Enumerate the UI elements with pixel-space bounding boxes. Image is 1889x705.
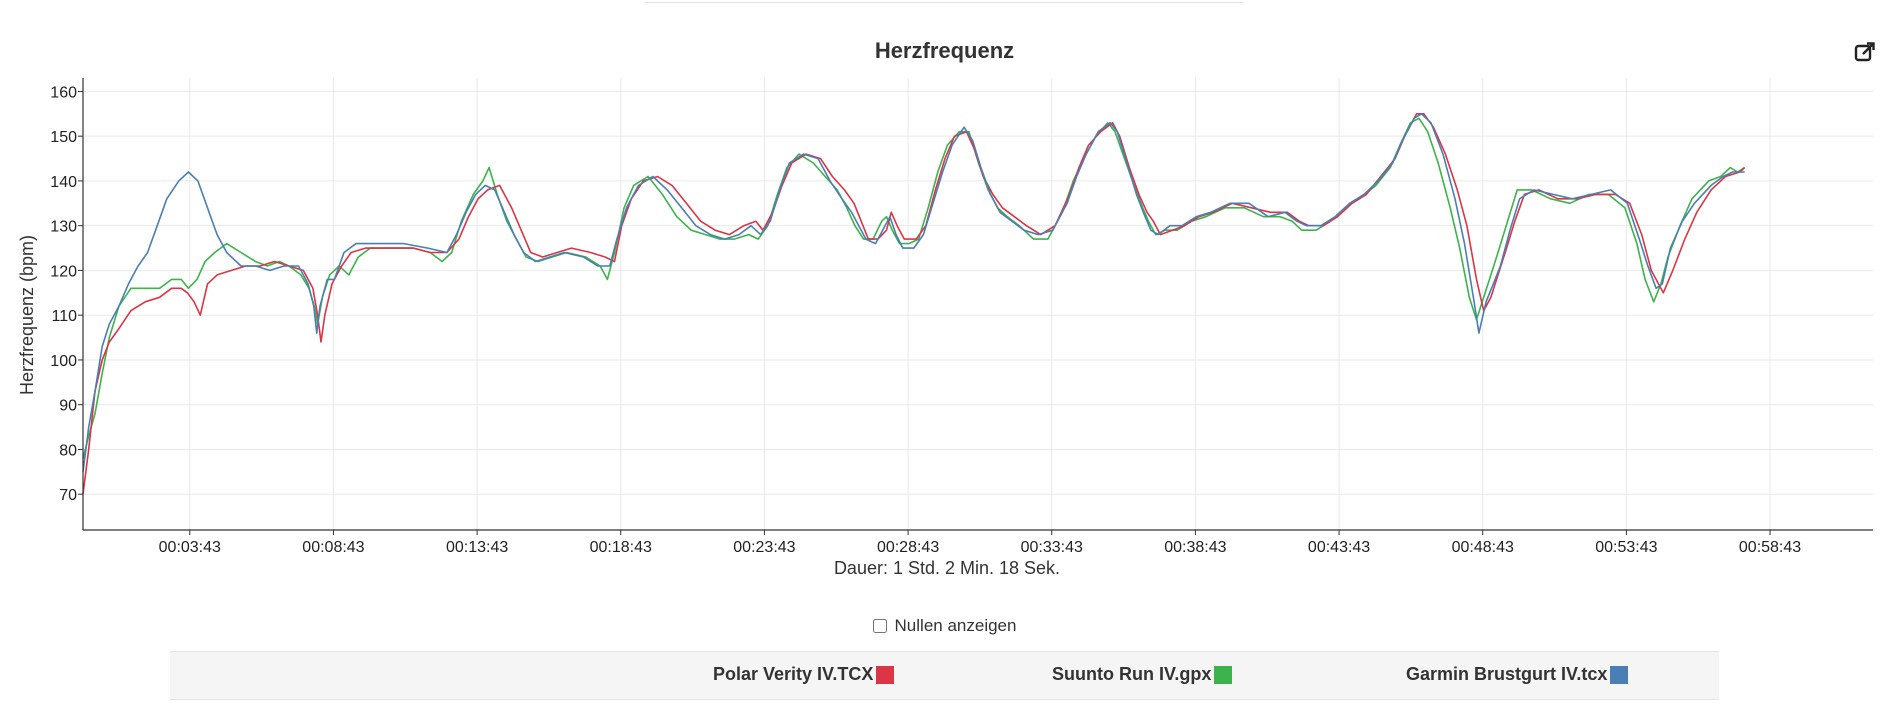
chart-legend: Polar Verity IV.TCX Suunto Run IV.gpx Ga… <box>170 651 1719 700</box>
legend-swatch <box>1610 665 1629 684</box>
legend-swatch <box>876 665 895 684</box>
show-zeros-row: Nullen anzeigen <box>0 616 1889 638</box>
legend-swatch <box>1214 665 1233 684</box>
y-tick-label: 130 <box>50 219 77 236</box>
series-line-0 <box>82 113 1746 495</box>
legend-item-polar[interactable]: Polar Verity IV.TCX <box>713 664 895 685</box>
x-axis-title: Dauer: 1 Std. 2 Min. 18 Sek. <box>834 558 1060 578</box>
y-tick-label: 110 <box>51 308 77 325</box>
chart-series <box>82 113 1746 495</box>
legend-label: Polar Verity IV.TCX <box>713 664 874 684</box>
y-tick-label: 140 <box>50 174 77 191</box>
legend-item-suunto[interactable]: Suunto Run IV.gpx <box>1052 664 1233 685</box>
x-tick-label: 00:48:43 <box>1452 539 1514 556</box>
legend-label: Suunto Run IV.gpx <box>1052 664 1212 684</box>
x-tick-label: 00:13:43 <box>446 539 508 556</box>
chart-title: Herzfrequenz <box>874 38 1015 63</box>
y-tick-label: 90 <box>59 398 77 415</box>
x-tick-label: 00:38:43 <box>1164 539 1226 556</box>
x-axis-ticks: 00:03:43 00:08:43 00:13:43 00:18:43 00:23:43… <box>159 530 1801 556</box>
y-tick-label: 100 <box>50 353 77 370</box>
y-axis-title: Herzfrequenz (bpm) <box>17 235 37 395</box>
show-zeros-toggle[interactable]: Nullen anzeigen <box>872 616 1017 636</box>
y-tick-label: 80 <box>59 442 77 459</box>
export-icon[interactable] <box>1853 40 1877 64</box>
y-tick-label: 160 <box>50 84 77 101</box>
series-line-1 <box>82 117 1746 459</box>
x-tick-label: 00:23:43 <box>733 539 795 556</box>
y-tick-label: 150 <box>50 129 77 146</box>
show-zeros-label: Nullen anzeigen <box>894 616 1017 635</box>
x-tick-label: 00:53:43 <box>1595 539 1657 556</box>
x-tick-label: 00:03:43 <box>159 539 221 556</box>
x-tick-label: 00:43:43 <box>1308 539 1370 556</box>
series-line-2 <box>82 113 1745 472</box>
x-tick-label: 00:28:43 <box>877 539 939 556</box>
x-tick-label: 00:18:43 <box>590 539 652 556</box>
top-divider <box>645 2 1243 3</box>
x-tick-label: 00:58:43 <box>1739 539 1801 556</box>
y-axis-ticks: 70 80 90 100 110 120 130 140 150 160 <box>50 84 83 504</box>
y-tick-label: 70 <box>59 487 77 504</box>
show-zeros-checkbox[interactable] <box>872 619 887 633</box>
y-tick-label: 120 <box>50 263 77 280</box>
legend-item-garmin[interactable]: Garmin Brustgurt IV.tcx <box>1406 664 1629 685</box>
x-tick-label: 00:08:43 <box>302 539 364 556</box>
chart-grid <box>83 78 1873 530</box>
x-tick-label: 00:33:43 <box>1021 539 1083 556</box>
legend-label: Garmin Brustgurt IV.tcx <box>1406 664 1608 684</box>
